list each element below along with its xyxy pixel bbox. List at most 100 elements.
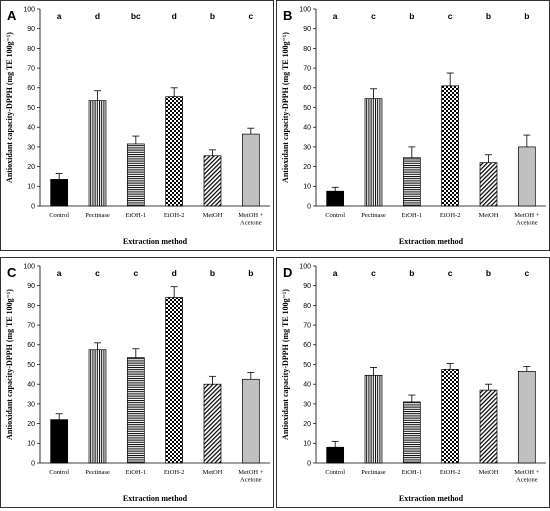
category-label: MetOH + Acetone — [238, 212, 263, 227]
category-label: MetOH — [479, 469, 499, 476]
category-label: Control — [325, 469, 345, 476]
significance-letter: c — [95, 268, 100, 278]
significance-letter: c — [133, 268, 138, 278]
panel-d: 0 10 20 30 40 50 60 70 80 90 100 D Antioxidant capac… — [276, 257, 550, 508]
y-tick-label: 90 — [303, 26, 311, 33]
category-label: Control — [49, 469, 69, 476]
category-label: Pectinase — [361, 212, 386, 219]
bar — [364, 98, 383, 207]
bar — [50, 419, 69, 464]
category-label: EtOH-1 — [126, 469, 147, 476]
category-label: Pectinase — [361, 469, 386, 476]
category-label: Control — [49, 212, 69, 219]
significance-letter: a — [333, 11, 338, 21]
significance-letter: a — [333, 268, 338, 278]
y-tick-label: 70 — [27, 66, 35, 73]
panel-letter: C — [7, 265, 17, 280]
x-axis-title: Extraction method — [123, 237, 188, 246]
panel-letter: D — [283, 265, 292, 280]
significance-letter: b — [524, 11, 529, 21]
y-tick-label: 60 — [303, 85, 311, 92]
significance-letter: d — [95, 11, 100, 21]
y-tick-label: 30 — [303, 401, 311, 408]
category-label: MetOH + Acetone — [238, 469, 263, 484]
y-tick-label: 80 — [303, 303, 311, 310]
panel-frame — [0, 257, 274, 508]
y-tick-label: 50 — [27, 362, 35, 369]
y-tick-label: 60 — [27, 85, 35, 92]
significance-letter: d — [172, 268, 177, 278]
y-tick-label: 100 — [299, 263, 311, 270]
y-axis-title: Antioxidant capacity-DPPH (mg TE 100g⁻¹) — [281, 32, 290, 183]
category-label: MetOH — [203, 469, 223, 476]
bar — [517, 146, 536, 207]
significance-letter: b — [210, 11, 215, 21]
panel-c: 0 10 20 30 40 50 60 70 80 90 100 C Antioxidant capac… — [0, 257, 274, 508]
y-tick-label: 90 — [27, 26, 35, 33]
y-tick-label: 90 — [303, 283, 311, 290]
significance-letter: b — [210, 268, 215, 278]
panel-letter: B — [283, 8, 292, 23]
y-tick-label: 0 — [307, 460, 311, 467]
significance-letter: b — [486, 268, 491, 278]
significance-letter: bc — [131, 11, 141, 21]
y-tick-label: 60 — [27, 342, 35, 349]
y-tick-label: 10 — [27, 184, 35, 191]
panel-letter: A — [7, 8, 17, 23]
category-label: EtOH-2 — [440, 469, 461, 476]
y-tick-label: 70 — [27, 323, 35, 330]
bar — [402, 401, 421, 464]
category-label: Control — [325, 212, 345, 219]
significance-letter: c — [448, 268, 453, 278]
category-label: Pectinase — [85, 212, 110, 219]
y-tick-label: 80 — [27, 303, 35, 310]
significance-letter: d — [172, 11, 177, 21]
y-tick-label: 20 — [27, 421, 35, 428]
y-tick-label: 20 — [303, 421, 311, 428]
bar — [165, 96, 184, 207]
bar — [126, 143, 145, 207]
bar — [479, 162, 498, 207]
panel-a: 0 10 20 30 40 50 60 70 80 90 100 A Antioxidant capac… — [0, 0, 274, 251]
significance-letter: b — [409, 11, 414, 21]
y-tick-label: 90 — [27, 283, 35, 290]
bar — [326, 190, 345, 207]
y-tick-label: 100 — [299, 6, 311, 13]
category-label: EtOH-1 — [402, 469, 423, 476]
category-label: EtOH-2 — [164, 469, 185, 476]
y-axis-title: Antioxidant capacity-DPPH (mg TE 100g⁻¹) — [5, 289, 14, 440]
y-tick-label: 70 — [303, 66, 311, 73]
y-tick-label: 10 — [303, 441, 311, 448]
bar — [126, 357, 145, 464]
significance-letter: a — [57, 11, 62, 21]
bar — [241, 378, 260, 464]
category-label: EtOH-2 — [440, 212, 461, 219]
y-tick-label: 100 — [23, 6, 35, 13]
bar — [517, 371, 536, 464]
y-tick-label: 50 — [303, 105, 311, 112]
category-label: MetOH + Acetone — [514, 469, 539, 484]
bar — [203, 155, 222, 207]
y-tick-label: 30 — [27, 401, 35, 408]
y-tick-label: 80 — [27, 46, 35, 53]
y-tick-label: 40 — [27, 125, 35, 132]
y-tick-label: 40 — [27, 382, 35, 389]
category-label: Pectinase — [85, 469, 110, 476]
bar — [203, 383, 222, 464]
bar — [441, 369, 460, 464]
y-tick-label: 70 — [303, 323, 311, 330]
y-tick-label: 10 — [27, 441, 35, 448]
x-axis-title: Extraction method — [123, 494, 188, 503]
category-label: EtOH-1 — [402, 212, 423, 219]
y-axis-title: Antioxidant capacity-DPPH (mg TE 100g⁻¹) — [281, 289, 290, 440]
y-axis-title: Antioxidant capacity-DPPH (mg TE 100g⁻¹) — [5, 32, 14, 183]
y-tick-label: 0 — [31, 460, 35, 467]
category-label: MetOH + Acetone — [514, 212, 539, 227]
significance-letter: b — [248, 268, 253, 278]
y-tick-label: 80 — [303, 46, 311, 53]
panel-frame — [0, 0, 274, 251]
y-tick-label: 40 — [303, 382, 311, 389]
y-tick-label: 60 — [303, 342, 311, 349]
y-tick-label: 30 — [303, 144, 311, 151]
